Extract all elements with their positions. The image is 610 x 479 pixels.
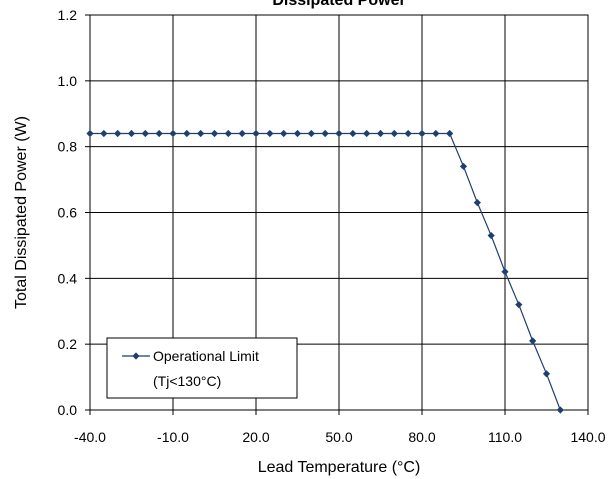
y-tick-label: 0.8 bbox=[58, 139, 78, 155]
series-layer bbox=[86, 129, 564, 414]
data-point-marker bbox=[418, 129, 426, 138]
data-point-marker bbox=[266, 129, 274, 138]
data-point-marker bbox=[529, 337, 537, 345]
legend-box bbox=[106, 337, 298, 399]
chart-title: Dissipated Power bbox=[272, 0, 405, 9]
data-point-marker bbox=[390, 129, 398, 138]
data-point-marker bbox=[293, 129, 302, 138]
data-point-marker bbox=[224, 129, 232, 138]
data-point-marker bbox=[252, 129, 260, 138]
data-point-marker bbox=[542, 370, 551, 378]
data-point-marker bbox=[238, 129, 246, 138]
data-point-marker bbox=[515, 301, 523, 309]
data-point-marker bbox=[86, 129, 94, 138]
y-axis-ticks: 0.0 0.2 0.4 0.6 0.8 1.0 1.2 bbox=[58, 7, 90, 418]
data-point-marker bbox=[280, 129, 288, 138]
data-point-marker bbox=[556, 406, 564, 414]
y-tick-label: 1.0 bbox=[58, 73, 78, 89]
y-tick-label: 0.0 bbox=[58, 402, 78, 418]
data-point-marker bbox=[404, 129, 412, 138]
data-point-marker bbox=[459, 162, 468, 171]
data-point-marker bbox=[100, 129, 108, 138]
y-tick-label: 1.2 bbox=[58, 7, 78, 23]
x-tick-label: 80.0 bbox=[408, 429, 435, 445]
x-tick-label: -10.0 bbox=[157, 429, 189, 445]
legend-label-line-2: (Tj<130°C) bbox=[153, 373, 221, 389]
data-point-marker bbox=[363, 129, 371, 138]
data-point-marker bbox=[487, 231, 495, 240]
data-point-marker bbox=[307, 129, 315, 138]
x-tick-label: -40.0 bbox=[74, 429, 106, 445]
data-point-marker bbox=[321, 129, 329, 138]
data-point-marker bbox=[127, 129, 136, 138]
legend-label-line-1: Operational Limit bbox=[153, 348, 259, 364]
x-tick-label: 50.0 bbox=[325, 429, 352, 445]
data-point-marker bbox=[473, 199, 481, 207]
data-point-marker bbox=[210, 129, 219, 138]
data-point-marker bbox=[197, 129, 205, 138]
x-tick-label: 140.0 bbox=[570, 429, 605, 445]
data-point-marker bbox=[349, 129, 357, 138]
legend: Operational Limit (Tj<130°C) bbox=[106, 337, 298, 399]
x-axis-ticks: -40.0 -10.0 20.0 50.0 80.0 110.0 140.0 bbox=[74, 410, 606, 445]
x-tick-label: 20.0 bbox=[242, 429, 269, 445]
data-point-marker bbox=[446, 129, 454, 138]
data-point-marker bbox=[183, 129, 191, 138]
data-point-marker bbox=[335, 129, 343, 138]
data-point-marker bbox=[432, 129, 440, 138]
x-axis-title: Lead Temperature (°C) bbox=[258, 459, 421, 476]
data-point-marker bbox=[376, 129, 385, 138]
x-tick-label: 110.0 bbox=[488, 429, 522, 445]
data-point-marker bbox=[141, 129, 149, 138]
legend-marker-swatch bbox=[132, 352, 140, 360]
data-point-marker bbox=[169, 129, 177, 138]
y-axis-title: Total Dissipated Power (W) bbox=[13, 116, 30, 309]
y-tick-label: 0.6 bbox=[58, 205, 78, 221]
data-point-marker bbox=[114, 129, 122, 138]
y-tick-label: 0.2 bbox=[58, 336, 78, 352]
y-tick-label: 0.4 bbox=[58, 270, 78, 286]
data-point-marker bbox=[155, 129, 163, 138]
data-point-marker bbox=[501, 268, 509, 276]
